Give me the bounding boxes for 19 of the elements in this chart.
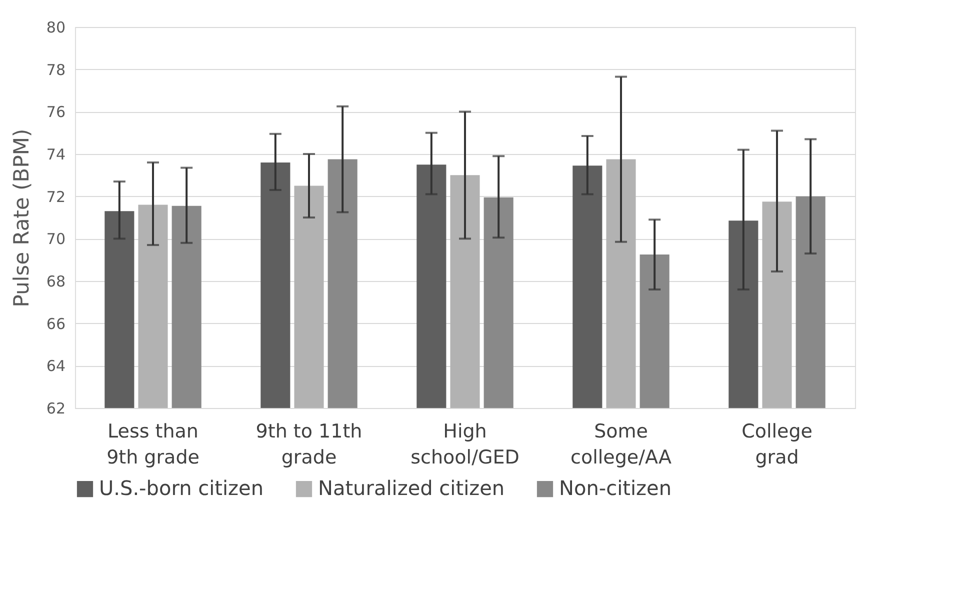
y-tick-label: 76 [46, 103, 66, 122]
y-tick-label: 72 [46, 188, 66, 206]
x-tick-label: Less than 9th grade [106, 420, 200, 468]
x-tick-label: Some college/AA [570, 420, 672, 468]
x-tick-label: High school/GED [410, 420, 520, 468]
y-tick-label: 70 [46, 230, 66, 248]
y-tick-label: 78 [46, 60, 66, 79]
y-axis-title: Pulse Rate (BPM) [9, 128, 34, 308]
y-tick-label: 64 [46, 357, 66, 376]
legend-label: Non-citizen [559, 476, 672, 500]
legend-label: U.S.-born citizen [99, 476, 264, 500]
legend-label: Naturalized citizen [318, 476, 505, 500]
x-tick-label: 9th to 11th grade [256, 420, 362, 468]
y-tick-label: 80 [46, 18, 66, 36]
y-tick-label: 62 [46, 400, 66, 418]
x-tick-label: College grad [742, 420, 812, 468]
y-tick-label: 68 [46, 272, 66, 290]
y-tick-label: 66 [46, 314, 66, 333]
y-tick-label: 74 [46, 146, 66, 164]
